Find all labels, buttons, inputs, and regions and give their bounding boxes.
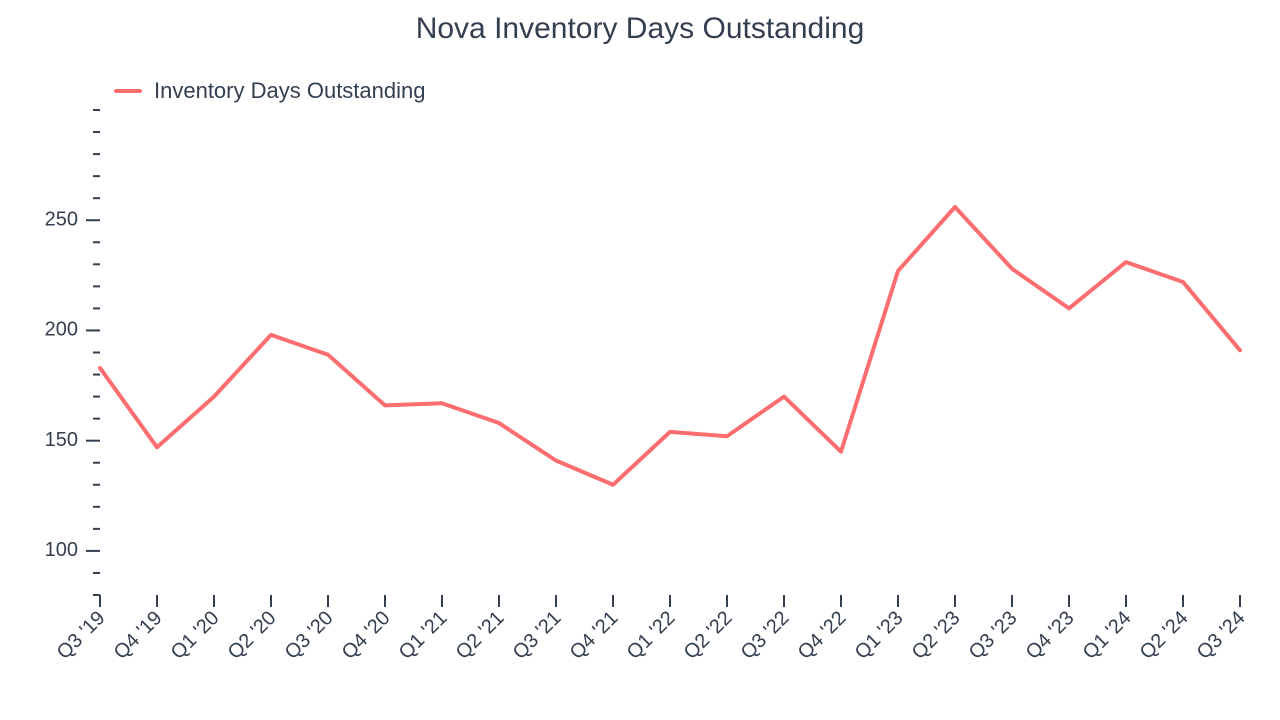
x-tick-label: Q1 '21 [395, 607, 452, 664]
y-tick-label: 200 [45, 319, 78, 341]
chart-plot: 100150200250 Q3 '19Q4 '19Q1 '20Q2 '20Q3 … [0, 0, 1280, 720]
y-tick-label: 250 [45, 209, 78, 231]
series-line [100, 207, 1240, 485]
x-tick-label: Q3 '22 [737, 607, 794, 664]
x-tick-label: Q2 '24 [1136, 607, 1193, 664]
x-tick-label: Q3 '21 [509, 607, 566, 664]
x-axis: Q3 '19Q4 '19Q1 '20Q2 '20Q3 '20Q4 '20Q1 '… [53, 595, 1250, 664]
x-tick-label: Q2 '20 [224, 607, 281, 664]
x-tick-label: Q3 '24 [1193, 607, 1250, 664]
x-tick-label: Q2 '21 [452, 607, 509, 664]
chart-container: Nova Inventory Days Outstanding Inventor… [0, 0, 1280, 720]
x-tick-label: Q1 '24 [1079, 607, 1136, 664]
x-tick-label: Q1 '20 [167, 607, 224, 664]
x-tick-label: Q2 '23 [908, 607, 965, 664]
x-tick-label: Q4 '22 [794, 607, 851, 664]
x-tick-label: Q2 '22 [680, 607, 737, 664]
y-tick-label: 150 [45, 429, 78, 451]
series-group [100, 207, 1240, 485]
y-tick-label: 100 [45, 539, 78, 561]
x-tick-label: Q1 '23 [851, 607, 908, 664]
x-tick-label: Q1 '22 [623, 607, 680, 664]
x-tick-label: Q4 '21 [566, 607, 623, 664]
x-tick-label: Q3 '23 [965, 607, 1022, 664]
x-tick-label: Q4 '19 [110, 607, 167, 664]
x-tick-label: Q4 '23 [1022, 607, 1079, 664]
x-tick-label: Q3 '19 [53, 607, 110, 664]
x-tick-label: Q3 '20 [281, 607, 338, 664]
x-tick-label: Q4 '20 [338, 607, 395, 664]
y-axis: 100 150 200 250 [45, 110, 100, 595]
